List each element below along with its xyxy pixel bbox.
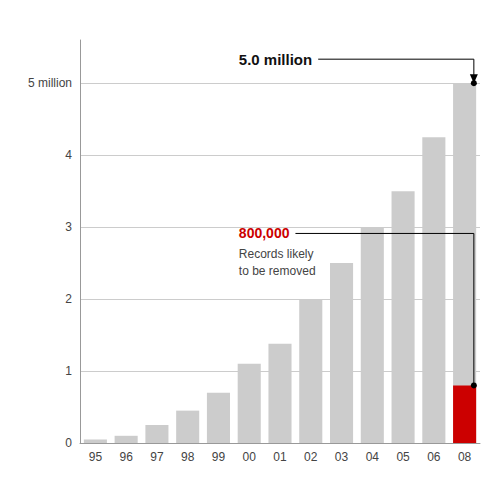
svg-text:5 million: 5 million xyxy=(28,76,72,90)
svg-text:1: 1 xyxy=(65,364,72,378)
svg-text:01: 01 xyxy=(273,450,287,464)
svg-text:4: 4 xyxy=(65,148,72,162)
svg-text:08: 08 xyxy=(458,450,472,464)
svg-text:06: 06 xyxy=(427,450,441,464)
svg-text:95: 95 xyxy=(89,450,103,464)
svg-text:03: 03 xyxy=(335,450,349,464)
svg-text:98: 98 xyxy=(181,450,195,464)
svg-text:to be removed: to be removed xyxy=(239,264,316,278)
svg-text:96: 96 xyxy=(119,450,133,464)
svg-text:05: 05 xyxy=(396,450,410,464)
svg-text:02: 02 xyxy=(304,450,318,464)
svg-text:97: 97 xyxy=(150,450,164,464)
svg-text:04: 04 xyxy=(366,450,380,464)
svg-text:800,000: 800,000 xyxy=(239,225,290,241)
svg-text:Records likely: Records likely xyxy=(239,247,314,261)
svg-text:99: 99 xyxy=(212,450,226,464)
svg-text:5.0 million: 5.0 million xyxy=(239,51,312,68)
svg-text:3: 3 xyxy=(65,220,72,234)
svg-text:0: 0 xyxy=(65,436,72,450)
svg-text:2: 2 xyxy=(65,292,72,306)
svg-text:00: 00 xyxy=(243,450,257,464)
